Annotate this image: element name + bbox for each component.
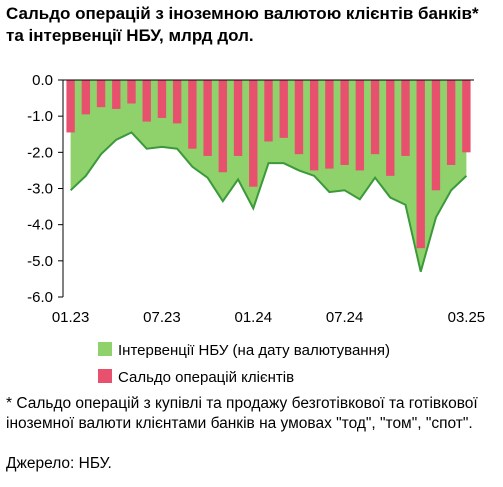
- bar-01.23: [66, 80, 75, 133]
- bar-03.24: [279, 80, 288, 138]
- bar-07.23: [157, 80, 167, 118]
- legend-swatch-interventions: [98, 342, 112, 356]
- bar-10.23: [203, 80, 212, 156]
- legend-label-interventions: Інтервенції НБУ (на дату валютування): [118, 342, 390, 359]
- bar-02.25: [446, 80, 456, 165]
- y-tick-label: 0.0: [32, 72, 53, 89]
- legend-label-clients: Сальдо операцій клієнтів: [118, 369, 295, 386]
- legend-item-clients: Сальдо операцій клієнтів: [98, 369, 294, 387]
- bar-09.23: [188, 80, 197, 149]
- x-tick-label: 07.23: [143, 309, 181, 326]
- x-axis-ticks: 01.23 07.23 01.24 07.24 03.25: [52, 309, 485, 326]
- y-tick-label: -5.0: [27, 253, 53, 270]
- footnote: * Сальдо операцій з купівлі та продажу б…: [6, 395, 478, 432]
- bar-05.24: [309, 80, 319, 171]
- bar-12.23: [233, 80, 243, 156]
- y-tick-label: -4.0: [27, 217, 53, 234]
- bar-04.24: [294, 80, 304, 155]
- y-axis-ticks: 0.0 -1.0 -2.0 -3.0 -4.0 -5.0 -6.0: [27, 72, 63, 306]
- y-tick-label: -2.0: [27, 144, 53, 161]
- bar-03.25: [462, 80, 471, 153]
- bar-03.23: [96, 80, 106, 108]
- x-tick-label: 07.24: [326, 309, 364, 326]
- bar-06.24: [325, 80, 334, 169]
- bar-09.24: [370, 80, 380, 155]
- client-balance-bars: [66, 80, 471, 249]
- bar-07.24: [340, 80, 349, 165]
- y-tick-label: -1.0: [27, 108, 53, 125]
- bar-11.23: [218, 80, 228, 173]
- chart-plot: 0.0-1.0-2.0-3.0-4.0-5.0-6.0 01.23 07.23 01…: [27, 72, 485, 326]
- bar-01.24: [249, 80, 258, 187]
- bar-10.24: [386, 80, 395, 176]
- bar-05.23: [127, 80, 136, 104]
- interventions-line: [69, 131, 468, 272]
- bar-06.23: [142, 80, 151, 122]
- legend-item-interventions: Інтервенції НБУ (на дату валютування): [98, 342, 390, 360]
- chart-title: Сальдо операцій з іноземною валютою кліє…: [6, 4, 479, 45]
- bar-08.24: [355, 80, 365, 171]
- bar-02.23: [81, 80, 91, 115]
- bar-11.24: [401, 80, 410, 156]
- x-tick-label: 01.24: [235, 309, 273, 326]
- bar-12.24: [416, 80, 425, 249]
- bar-02.24: [264, 80, 273, 142]
- bar-08.23: [172, 80, 182, 124]
- y-tick-label: -6.0: [27, 289, 53, 306]
- source-note: Джерело: НБУ.: [6, 455, 112, 472]
- y-tick-label: -3.0: [27, 181, 53, 198]
- bar-04.23: [112, 80, 121, 109]
- x-tick-label: 03.25: [448, 309, 486, 326]
- interventions-area: [70, 80, 467, 272]
- legend-swatch-clients: [98, 369, 112, 383]
- x-tick-label: 01.23: [52, 309, 90, 326]
- bar-01.25: [431, 80, 441, 191]
